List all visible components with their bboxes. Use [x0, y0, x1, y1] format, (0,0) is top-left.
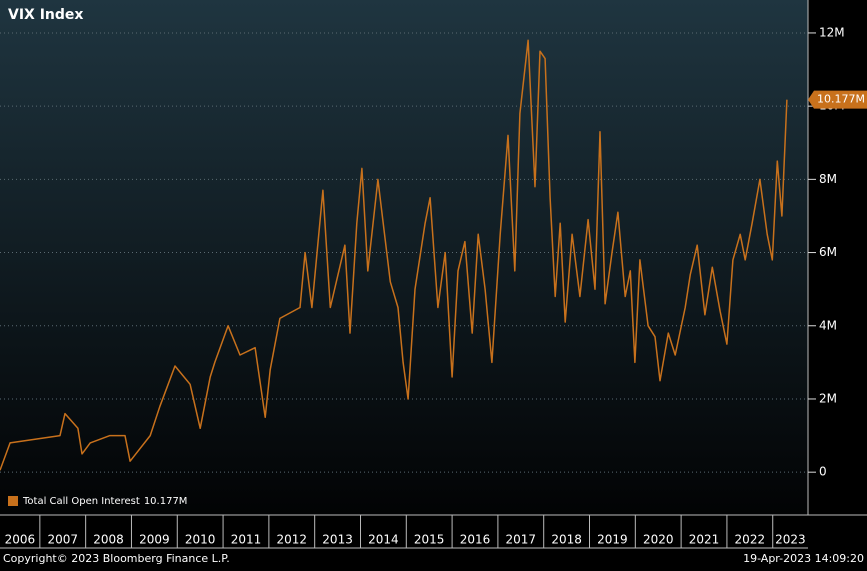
last-value-label: 10.177M: [817, 93, 865, 106]
y-tick-label: 2M: [819, 391, 837, 405]
y-tick-label: 6M: [819, 245, 837, 259]
x-tick-label: 2019: [597, 533, 628, 547]
chart-title: VIX Index: [8, 7, 83, 23]
x-tick-label: 2015: [414, 533, 445, 547]
legend-value: 10.177M: [144, 496, 188, 507]
x-tick-label: 2023: [775, 533, 806, 547]
x-tick-label: 2010: [185, 533, 216, 547]
x-tick-label: 2022: [735, 533, 766, 547]
footer-right: 19-Apr-2023 14:09:20: [743, 552, 864, 565]
x-tick-label: 2017: [506, 533, 537, 547]
footer-left: Copyright© 2023 Bloomberg Finance L.P.: [3, 552, 230, 565]
x-tick-label: 2018: [551, 533, 582, 547]
y-tick-label: 0: [819, 465, 827, 479]
x-tick-label: 2014: [368, 533, 399, 547]
x-tick-label: 2012: [277, 533, 308, 547]
y-tick-label: 4M: [819, 318, 837, 332]
y-tick-label: 12M: [819, 25, 845, 39]
x-tick-label: 2009: [139, 533, 170, 547]
y-tick-label: 8M: [819, 172, 837, 186]
series-line: [0, 39, 788, 471]
legend-swatch: [8, 496, 18, 506]
x-tick-label: 2021: [689, 533, 720, 547]
x-tick-label: 2011: [231, 533, 262, 547]
legend-label: Total Call Open Interest: [22, 496, 140, 507]
axis-background: [808, 0, 867, 515]
plot-background: [0, 0, 808, 515]
x-tick-label: 2020: [643, 533, 674, 547]
x-tick-label: 2006: [5, 533, 36, 547]
x-tick-label: 2007: [47, 533, 78, 547]
x-tick-label: 2008: [93, 533, 124, 547]
x-tick-label: 2013: [322, 533, 353, 547]
last-value-tag: [808, 90, 867, 109]
x-tick-label: 2016: [460, 533, 491, 547]
